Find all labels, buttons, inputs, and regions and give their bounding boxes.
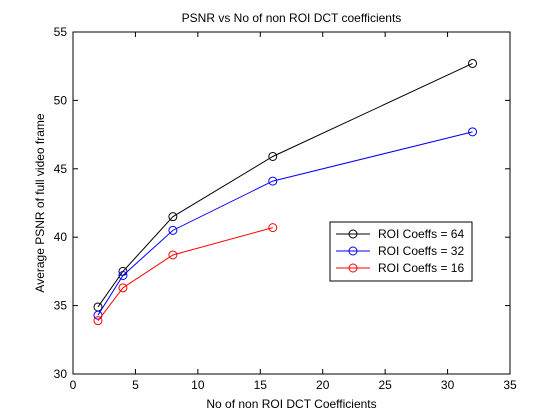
x-tick-label-4: 20: [316, 378, 330, 392]
legend-swatch-marker-0: [348, 229, 358, 239]
legend-entry-2: ROI Coeffs = 16: [336, 261, 464, 275]
x-tick-label-1: 5: [132, 378, 139, 392]
x-axis-label: No of non ROI DCT Coefficients: [206, 397, 376, 411]
y-tick-label-1: 35: [54, 299, 68, 313]
series-1-point-4: [468, 127, 478, 137]
series-line-2: [97, 227, 273, 321]
legend-label-0: ROI Coeffs = 64: [378, 227, 464, 241]
legend-entries: ROI Coeffs = 64 ROI Coeffs = 32 ROI Coeffs…: [336, 227, 464, 275]
legend-entry-0: ROI Coeffs = 64: [336, 227, 464, 241]
legend-entry-1: ROI Coeffs = 32: [336, 244, 464, 258]
x-tick-label-5: 25: [378, 378, 392, 392]
series-2: [93, 223, 278, 326]
series-2-point-2: [168, 250, 178, 260]
x-tick-label-3: 15: [254, 378, 268, 392]
series-line-0: [97, 63, 473, 308]
series-2-point-0: [93, 316, 103, 326]
series-1: [93, 127, 478, 320]
series-layer: [93, 58, 478, 326]
x-tick-label-6: 30: [441, 378, 455, 392]
legend-swatch-marker-2: [348, 263, 358, 273]
x-tick-label-7: 35: [503, 378, 517, 392]
series-0-point-3: [268, 151, 278, 161]
legend-label-2: ROI Coeffs = 16: [378, 261, 464, 275]
legend: ROI Coeffs = 64 ROI Coeffs = 32 ROI Coeffs…: [329, 221, 473, 282]
x-tick-label-2: 10: [191, 378, 205, 392]
y-tick-label-4: 50: [54, 93, 68, 107]
series-1-point-3: [268, 176, 278, 186]
y-tick-label-2: 40: [54, 230, 68, 244]
chart-title: PSNR vs No of non ROI DCT coefficients: [182, 11, 402, 25]
legend-label-1: ROI Coeffs = 32: [378, 244, 464, 258]
y-tick-label-0: 30: [54, 367, 68, 381]
axis-ticks: 0 5 10 15 20 25 30 35 30 35 40 45 50 55: [54, 25, 517, 392]
series-0-point-4: [468, 58, 478, 68]
legend-swatch-marker-1: [348, 246, 358, 256]
series-2-point-3: [268, 223, 278, 233]
series-line-1: [97, 131, 473, 316]
series-1-point-1: [118, 271, 128, 281]
x-tick-label-0: 0: [70, 378, 77, 392]
series-1-point-2: [168, 225, 178, 235]
series-0-point-2: [168, 212, 178, 222]
y-axis-label: Average PSNR of full video frame: [33, 113, 47, 293]
series-2-point-1: [118, 283, 128, 293]
plot-area: [72, 31, 511, 375]
y-tick-label-3: 45: [54, 162, 68, 176]
y-tick-label-5: 55: [54, 25, 68, 39]
